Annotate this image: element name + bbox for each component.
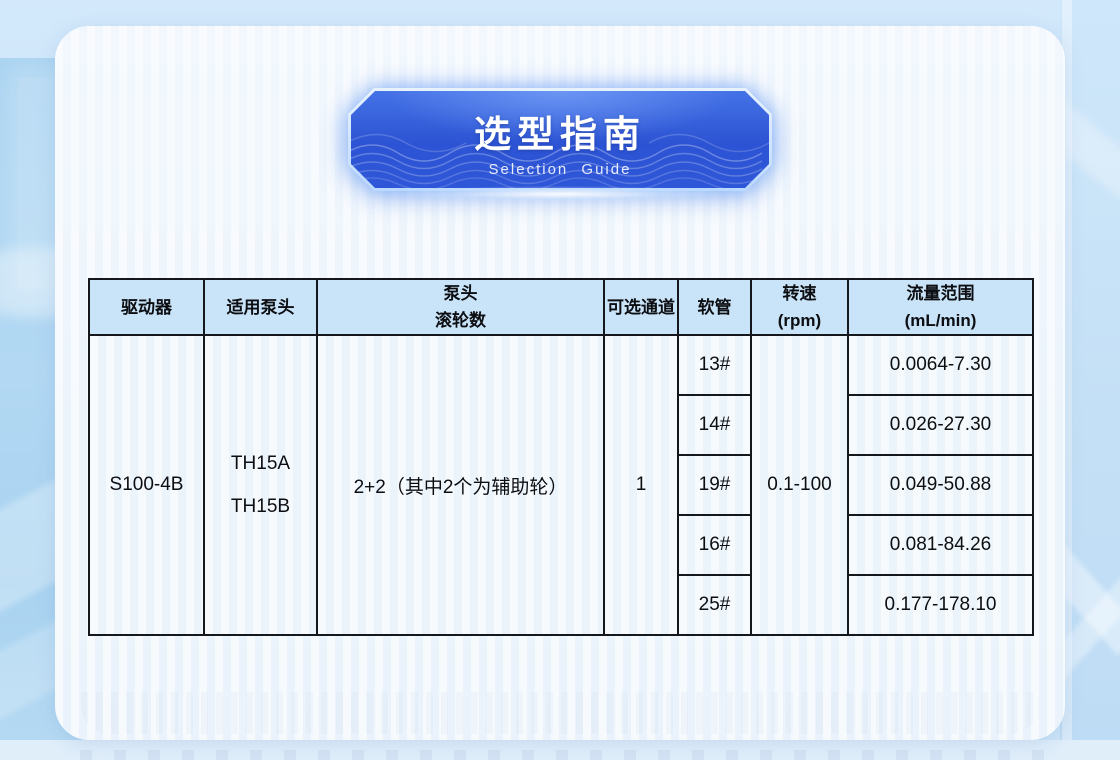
col-header-flow: 流量范围 (mL/min) <box>847 277 1034 337</box>
banner-body: 选型指南 Selection Guide <box>351 91 769 188</box>
col-header-rollers: 泵头 滚轮数 <box>316 277 605 337</box>
table-row: 16# 0.081-84.26 <box>89 514 1034 577</box>
rollers-cell: 2+2（其中2个为辅助轮） <box>316 334 605 637</box>
header-row: 驱动器 适用泵头 泵头 滚轮数 可选通道 软管 转速 (rpm) 流量范围 (m… <box>88 277 1034 337</box>
col-header-speed-line2: (rpm) <box>777 311 822 331</box>
tube-cell: 25# <box>677 574 752 637</box>
tube-cell: 13# <box>677 334 752 397</box>
next-section-ghost-strip <box>0 740 1120 760</box>
col-header-pump-head: 适用泵头 <box>203 277 318 337</box>
flow-cell: 0.0064-7.30 <box>847 334 1034 397</box>
col-header-rollers-line2: 滚轮数 <box>435 311 486 331</box>
col-header-driver: 驱动器 <box>88 277 205 337</box>
pump-head-cell: TH15A TH15B <box>203 334 318 637</box>
banner-frame: 选型指南 Selection Guide <box>348 88 772 191</box>
col-header-flow-line1: 流量范围 <box>906 284 975 303</box>
channels-cell: 1 <box>603 334 679 637</box>
tube-cell: 14# <box>677 394 752 457</box>
col-header-channels: 可选通道 <box>603 277 679 337</box>
banner-bottom-glow <box>395 186 725 202</box>
wave-pattern-icon <box>351 91 769 188</box>
table-row: 25# 0.177-178.10 <box>89 574 1034 637</box>
col-header-tubing: 软管 <box>677 277 752 337</box>
table-row: S100-4B TH15A TH15B 2+2（其中2个为辅助轮） 1 13# … <box>88 334 1034 637</box>
tube-cell: 19# <box>677 454 752 517</box>
col-header-speed: 转速 (rpm) <box>750 277 849 337</box>
driver-cell: S100-4B <box>88 334 205 637</box>
panel-edge-highlight <box>1062 0 1072 760</box>
flow-cell: 0.081-84.26 <box>847 514 1034 577</box>
col-header-speed-line1: 转速 <box>782 284 817 303</box>
ghost-text-marks <box>80 750 1060 760</box>
speed-cell: 0.1-100 <box>750 334 849 637</box>
tube-cell: 16# <box>677 514 752 577</box>
col-header-flow-line2: (mL/min) <box>904 311 977 331</box>
faded-reflection-strip <box>81 692 1039 734</box>
selection-guide-table: 驱动器 适用泵头 泵头 滚轮数 可选通道 软管 转速 (rpm) 流量范围 (m… <box>88 277 1034 637</box>
banner-subtitle: Selection Guide <box>488 161 632 178</box>
flow-cell: 0.049-50.88 <box>847 454 1034 517</box>
table-row: 19# 0.049-50.88 <box>89 454 1034 517</box>
right-decor-band <box>1060 0 1120 760</box>
pump-head-line2: TH15B <box>230 496 291 518</box>
table-row: 14# 0.026-27.30 <box>89 394 1034 457</box>
banner-title: 选型指南 <box>474 114 646 155</box>
col-header-rollers-line1: 泵头 <box>443 284 478 303</box>
flow-cell: 0.026-27.30 <box>847 394 1034 457</box>
pump-head-line1: TH15A <box>230 452 291 474</box>
section-banner: 选型指南 Selection Guide <box>348 88 772 191</box>
flow-cell: 0.177-178.10 <box>847 574 1034 637</box>
